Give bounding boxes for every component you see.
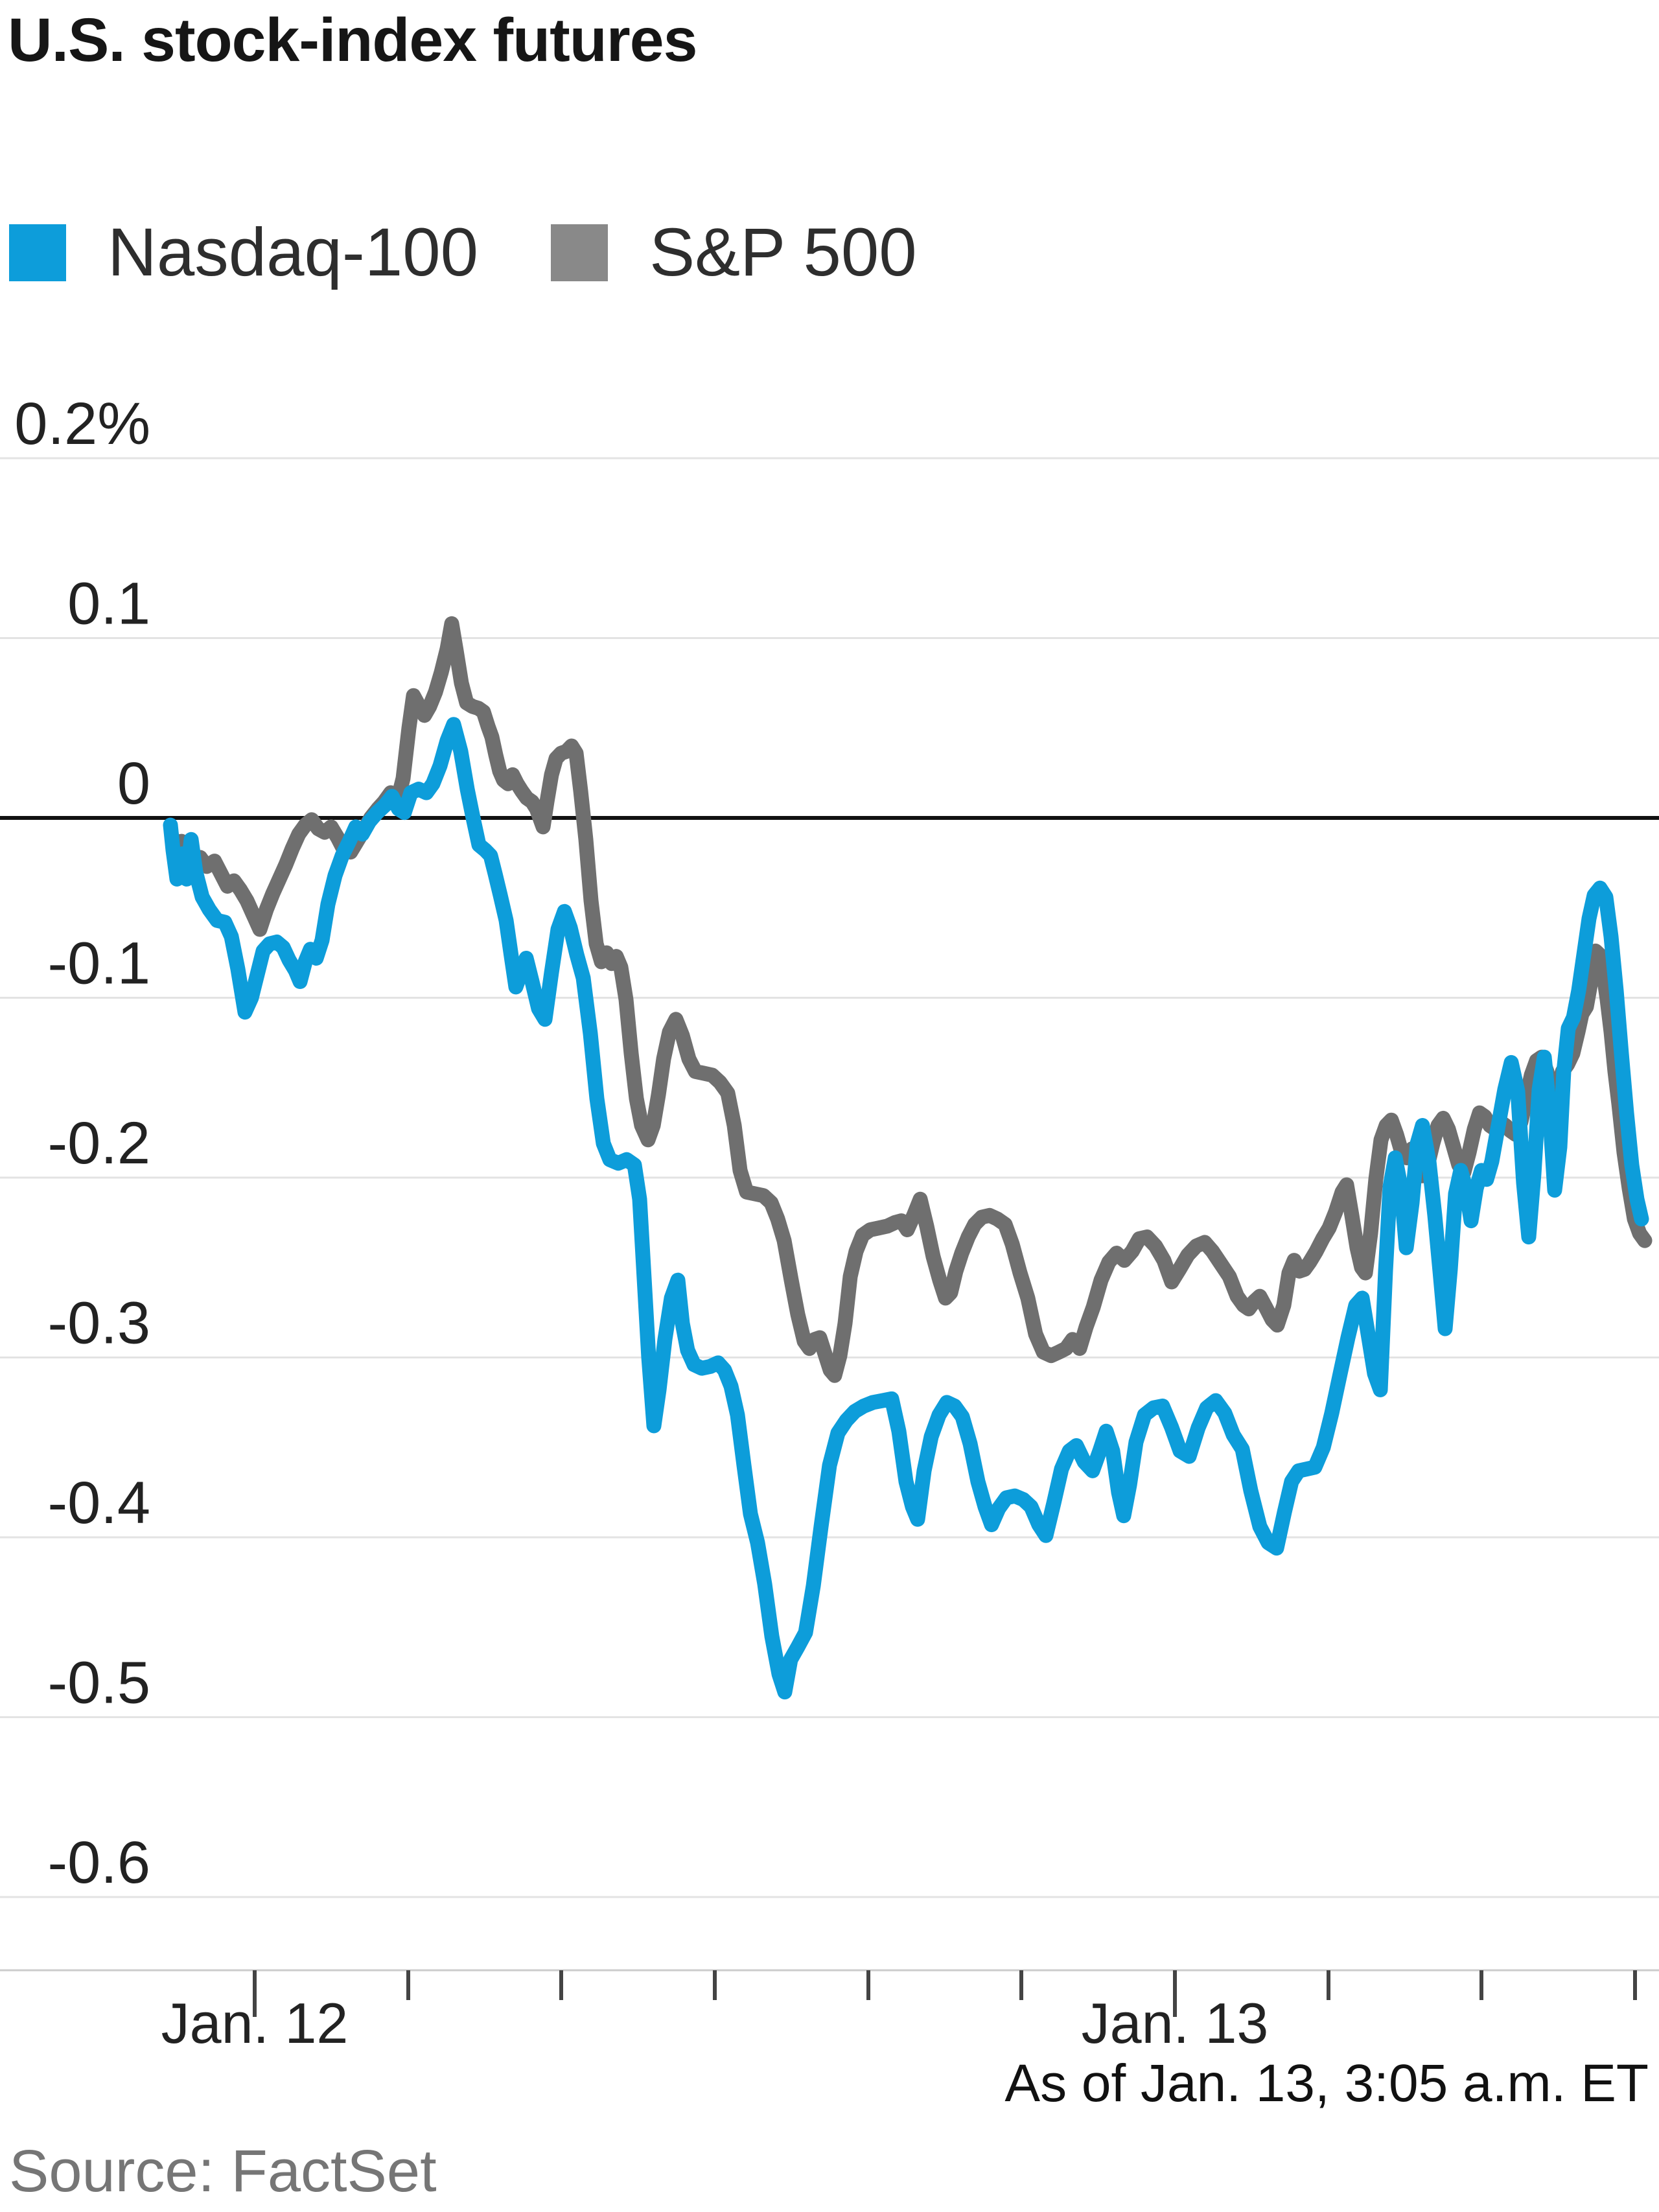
legend-item-nasdaq: Nasdaq-100 (9, 214, 478, 292)
y-axis-label: -0.3 (47, 1290, 150, 1356)
x-axis-label: Jan. 12 (161, 1991, 349, 2055)
page-title: U.S. stock-index futures (8, 6, 697, 75)
y-axis-label: -0.4 (47, 1470, 150, 1536)
legend-item-sp500: S&P 500 (551, 214, 917, 292)
legend-label-sp500: S&P 500 (649, 215, 917, 290)
y-axis-label: -0.5 (47, 1650, 150, 1716)
y-axis-label: -0.1 (47, 931, 150, 997)
y-axis-label: 0.1 (67, 571, 150, 637)
x-axis-label: Jan. 13 (1082, 1991, 1269, 2055)
nasdaq-line (163, 717, 1649, 1700)
as-of-timestamp: As of Jan. 13, 3:05 a.m. ET (1004, 2054, 1649, 2113)
source-credit: Source: FactSet (9, 2138, 437, 2204)
legend: Nasdaq-100 S&P 500 (9, 214, 917, 292)
y-axis-label: 0.2% (14, 391, 150, 457)
legend-label-nasdaq: Nasdaq-100 (108, 215, 479, 290)
y-axis-label: 0 (117, 751, 150, 817)
sp500-line (164, 616, 1653, 1383)
sp500-swatch-icon (551, 224, 609, 281)
nasdaq-swatch-icon (9, 224, 66, 281)
y-axis-label: -0.6 (47, 1830, 150, 1896)
y-axis-label: -0.2 (47, 1110, 150, 1176)
